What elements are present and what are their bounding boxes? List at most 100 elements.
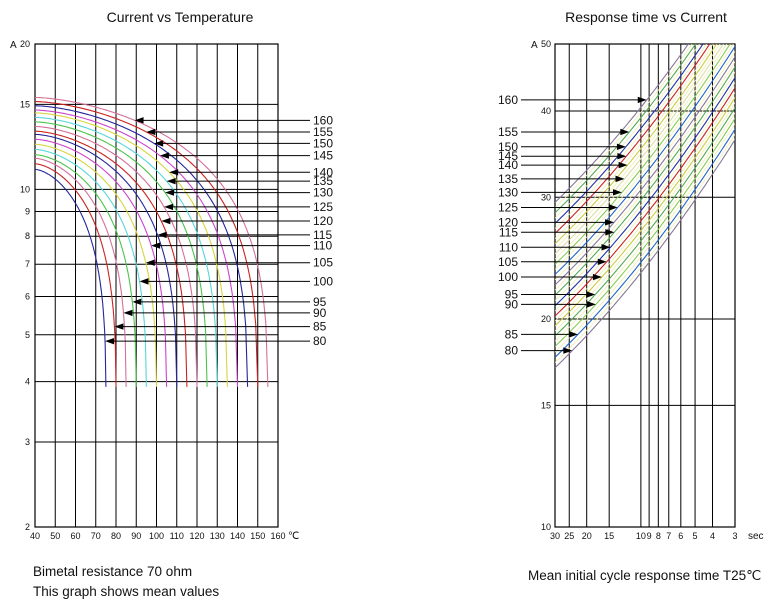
curve-155 (555, 44, 697, 214)
curve-130 (35, 121, 208, 387)
x-tick-label: 160 (270, 531, 285, 541)
curve-label-140: 140 (498, 158, 518, 172)
y-tick-label: 10 (541, 522, 551, 532)
intermediate-hatch-line (555, 92, 735, 322)
curve-label-155: 155 (313, 125, 333, 139)
x-tick-label: 5 (693, 531, 698, 541)
right-arrow-icon (592, 273, 602, 281)
curve-label-130: 130 (313, 186, 333, 200)
left-arrow-icon (105, 337, 115, 345)
curve-80 (35, 168, 107, 387)
intermediate-hatch-line (555, 133, 735, 363)
left-arrow-icon (132, 298, 142, 306)
curve-95 (35, 154, 137, 387)
curve-85 (555, 128, 735, 358)
right-chart-footnote: Mean initial cycle response time T25℃ (528, 566, 761, 586)
right-arrow-icon (563, 347, 573, 354)
curve-label-125: 125 (498, 200, 518, 214)
x-tick-label: 15 (604, 531, 614, 541)
x-tick-label: 150 (250, 531, 265, 541)
left-chart-title: Current vs Temperature (106, 9, 254, 25)
curve-label-145: 145 (498, 149, 518, 163)
left-arrow-icon (159, 152, 169, 159)
right-footnote-line1: Mean initial cycle response time T25℃ (528, 568, 762, 583)
plot-border (34, 43, 279, 528)
x-tick-label: 7 (666, 531, 671, 541)
y-tick-label: 30 (541, 192, 551, 202)
curve-label-145: 145 (313, 149, 333, 163)
curve-label-115: 115 (499, 225, 518, 239)
curve-160 (555, 44, 689, 203)
y-tick-label: 10 (20, 184, 30, 194)
x-tick-label: 130 (210, 531, 225, 541)
x-tick-label: 110 (170, 531, 184, 541)
right-arrow-icon (616, 143, 626, 150)
intermediate-hatch-line (555, 44, 721, 250)
right-arrow-icon (597, 258, 607, 265)
intermediate-hatch-line (555, 44, 734, 270)
y-axis-unit: A (10, 40, 17, 51)
curve-label-105: 105 (313, 256, 333, 270)
response-time-vs-current-plot (521, 43, 736, 528)
y-tick-label: 3 (25, 437, 30, 447)
curve-155 (35, 101, 259, 387)
x-tick-label: 9 (647, 531, 652, 541)
curve-125 (35, 125, 198, 387)
y-tick-label: 15 (20, 99, 30, 109)
curve-105 (35, 143, 158, 387)
curve-150 (555, 44, 704, 224)
left-footnote-line2: This graph shows mean values (33, 583, 220, 599)
curve-label-90: 90 (505, 297, 519, 311)
curve-85 (35, 163, 117, 387)
y-tick-label: 20 (541, 314, 551, 324)
curve-90 (35, 157, 127, 387)
curve-140 (35, 112, 228, 387)
right-arrow-icon (618, 161, 628, 169)
x-tick-label: 4 (710, 531, 715, 541)
y-tick-label: 2 (25, 522, 30, 532)
curve-label-150: 150 (498, 140, 518, 154)
intermediate-hatch-line (555, 71, 735, 301)
left-arrow-icon (134, 117, 144, 124)
left-arrow-icon (146, 128, 156, 136)
curve-label-85: 85 (313, 320, 327, 334)
curve-label-150: 150 (313, 136, 333, 150)
curve-label-115: 115 (313, 228, 332, 242)
left-chart-footnote: Bimetal resistance 70 ohm This graph sho… (33, 562, 219, 601)
x-tick-label: 8 (656, 531, 661, 541)
right-arrow-icon (637, 96, 647, 104)
curve-label-95: 95 (505, 288, 519, 302)
curve-105 (555, 86, 735, 317)
y-tick-label: 5 (25, 330, 30, 340)
x-tick-label: 6 (678, 531, 683, 541)
right-arrow-icon (608, 204, 618, 211)
y-tick-label: 40 (541, 106, 551, 116)
left-arrow-icon (169, 169, 179, 176)
left-arrow-icon (157, 231, 167, 239)
intermediate-hatch-line (555, 44, 728, 260)
curves-group (555, 44, 735, 369)
left-arrow-icon (145, 259, 155, 266)
curve-label-160: 160 (498, 93, 518, 107)
left-arrow-icon (161, 217, 171, 225)
y-tick-label: 8 (25, 231, 30, 241)
intermediate-hatch-line (555, 61, 735, 291)
x-tick-label: 90 (131, 531, 141, 541)
intermediate-hatch-line (555, 44, 707, 229)
y-tick-label: 9 (25, 206, 30, 216)
intermediate-hatch-line (555, 44, 700, 219)
curve-135 (35, 116, 218, 387)
x-axis-unit: ℃ (288, 531, 299, 542)
x-tick-label: 50 (50, 531, 60, 541)
intermediate-hatch-line (555, 102, 735, 332)
x-tick-label: 100 (149, 531, 164, 541)
curve-120 (555, 55, 735, 286)
right-arrow-icon (620, 128, 630, 136)
x-tick-label: 3 (732, 531, 737, 541)
y-tick-label: 7 (25, 259, 30, 269)
right-arrow-icon (605, 229, 615, 236)
y-tick-label: 50 (541, 39, 551, 49)
curve-label-135: 135 (498, 172, 518, 186)
